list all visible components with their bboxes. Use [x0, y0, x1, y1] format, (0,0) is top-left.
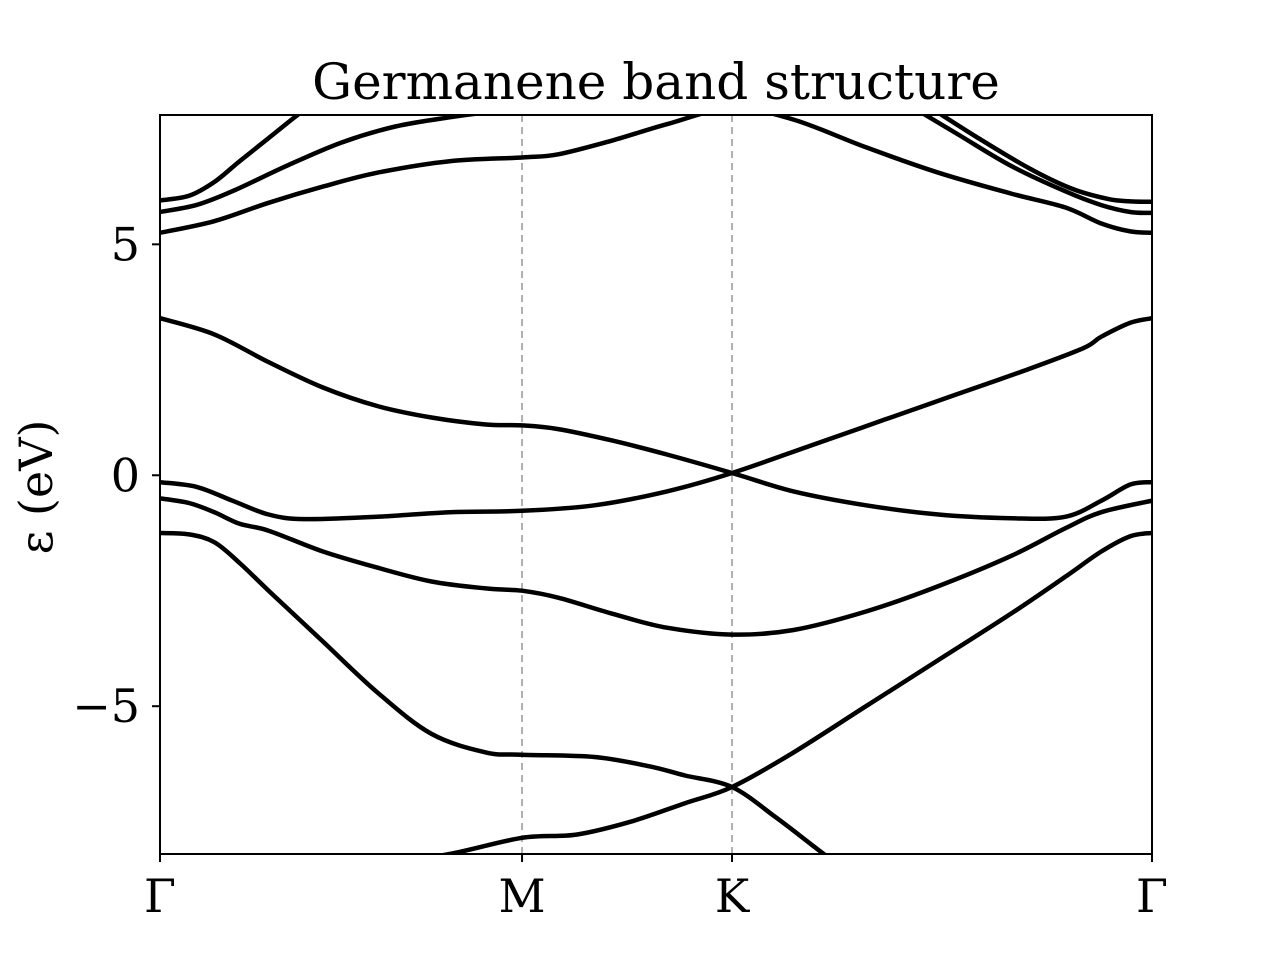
- band-line-1: [437, 530, 1152, 854]
- chart-title: Germanene band structure: [312, 53, 1000, 111]
- x-tick-label: K: [715, 869, 751, 923]
- band-line-7: [160, 115, 486, 215]
- band-line-9: [921, 115, 1152, 216]
- band-line-6: [160, 115, 1152, 236]
- x-tick-label: Γ: [1136, 869, 1168, 923]
- band-line-2: [160, 530, 828, 854]
- y-tick-label: 5: [111, 217, 140, 271]
- plot-frame: [159, 114, 1153, 855]
- band-line-4: [160, 315, 1152, 522]
- band-lines: [160, 115, 1152, 854]
- y-tick-label: −5: [72, 679, 140, 733]
- band-line-10: [937, 115, 1152, 205]
- high-symmetry-lines: [521, 115, 734, 854]
- band-line-3: [160, 496, 1152, 637]
- band-line-8: [160, 115, 302, 203]
- y-axis-ticks: −5 0 5: [72, 217, 160, 733]
- x-tick-label: M: [498, 869, 545, 923]
- x-tick-label: Γ: [144, 869, 176, 923]
- y-axis-label: ε (eV): [9, 420, 63, 555]
- band-line-5: [160, 315, 1152, 522]
- y-tick-label: 0: [111, 448, 140, 502]
